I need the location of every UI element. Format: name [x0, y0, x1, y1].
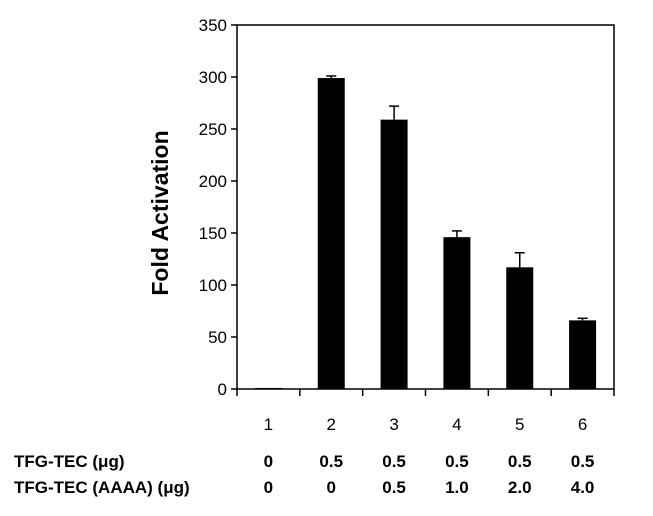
- row2-label: TFG-TEC (AAAA) (μg): [14, 478, 190, 497]
- y-tick-label: 250: [199, 120, 227, 139]
- y-tick-label: 200: [199, 172, 227, 191]
- error-bar-6: [577, 317, 588, 321]
- y-tick-label: 150: [199, 224, 227, 243]
- x-tick-label: 2: [327, 415, 336, 434]
- row1-value: 0.5: [445, 452, 469, 471]
- bar-2: [317, 78, 345, 389]
- row2-value: 2.0: [508, 478, 532, 497]
- row1-values: 0 0.5 0.5 0.5 0.5 0.5: [264, 452, 595, 471]
- row2-value: 4.0: [571, 478, 595, 497]
- plot-frame: [236, 24, 615, 390]
- y-tick-label: 50: [208, 328, 227, 347]
- error-bar-4: [451, 230, 462, 238]
- error-bar-5: [514, 252, 525, 268]
- x-tick-label: 3: [389, 415, 398, 434]
- row2-value: 0: [264, 478, 273, 497]
- plot-border: [236, 24, 615, 390]
- row2-value: 0: [327, 478, 336, 497]
- y-axis-label: Fold Activation: [147, 130, 173, 295]
- y-tick-label: 300: [199, 68, 227, 87]
- x-tick-label: 1: [264, 415, 273, 434]
- row1-value: 0.5: [508, 452, 532, 471]
- y-tick-label: 350: [199, 16, 227, 35]
- row2-value: 1.0: [445, 478, 469, 497]
- row2-values: 0 0 0.5 1.0 2.0 4.0: [264, 478, 595, 497]
- x-axis: 1 2 3 4 5 6: [236, 389, 615, 434]
- error-bars: [326, 75, 588, 321]
- x-tick-label: 4: [452, 415, 461, 434]
- x-tick-label: 5: [515, 415, 524, 434]
- y-axis: 0 50 100 150 200 250 300 350: [199, 16, 237, 399]
- error-bar-2: [326, 75, 337, 79]
- bars: [254, 78, 597, 389]
- bar-6: [569, 320, 597, 389]
- row2-value: 0.5: [382, 478, 406, 497]
- bar-5: [506, 267, 534, 389]
- bar-3: [380, 119, 408, 389]
- row1-label: TFG-TEC (μg): [14, 452, 125, 471]
- row1-value: 0.5: [571, 452, 595, 471]
- error-bar-3: [389, 105, 400, 120]
- row1-value: 0: [264, 452, 273, 471]
- y-tick-label: 100: [199, 276, 227, 295]
- x-tick-label: 6: [578, 415, 587, 434]
- bar-1: [254, 387, 282, 389]
- row1-value: 0.5: [382, 452, 406, 471]
- row1-value: 0.5: [319, 452, 343, 471]
- bar-4: [443, 237, 471, 389]
- y-tick-label: 0: [218, 380, 227, 399]
